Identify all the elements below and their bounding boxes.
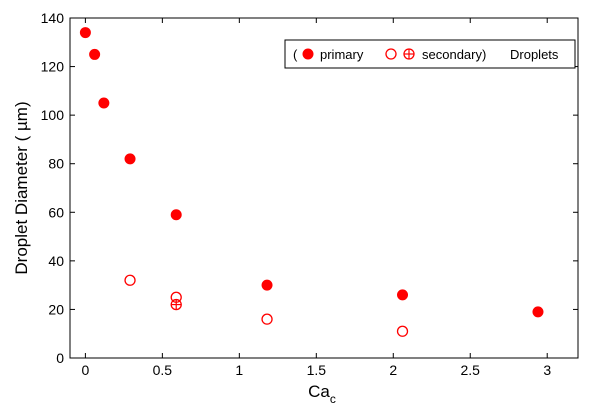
primary-droplet-point (79, 27, 91, 39)
y-tick-label: 20 (48, 301, 64, 317)
x-tick-label: 1 (235, 362, 243, 378)
secondary-droplet-point (261, 313, 273, 325)
y-axis-ticks: 0 20 40 60 80 100 120 140 (41, 10, 578, 366)
x-tick-label: 0 (81, 362, 89, 378)
x-axis-ticks: 0 0.5 1 1.5 2 2.5 3 (81, 18, 551, 378)
data-markers (79, 27, 544, 337)
y-tick-label: 0 (56, 350, 64, 366)
x-tick-label: 3 (543, 362, 551, 378)
y-tick-label: 40 (48, 253, 64, 269)
primary-droplet-point (532, 306, 544, 318)
primary-droplet-point (261, 279, 273, 291)
secondary-droplet-point (124, 274, 136, 286)
legend: ( primary secondary) Droplets (284, 39, 576, 69)
legend-secondary-label: secondary) (422, 47, 486, 62)
y-tick-label: 60 (48, 204, 64, 220)
plot-area (69, 17, 579, 359)
primary-droplet-point (397, 289, 409, 301)
legend-box (284, 39, 576, 69)
secondary-crossed-droplet-point (170, 298, 182, 311)
y-tick-label: 100 (41, 107, 65, 123)
x-tick-label: 1.5 (307, 362, 327, 378)
x-tick-label: 0.5 (153, 362, 173, 378)
x-axis-title: Cac (308, 382, 336, 405)
legend-secondary-open-marker (385, 48, 397, 60)
primary-droplet-point (89, 48, 101, 60)
primary-droplet-point (170, 209, 182, 221)
x-axis-title-subscript: c (330, 392, 336, 405)
y-axis-title: Droplet Diameter ( µm) (12, 101, 31, 274)
primary-droplet-point (124, 153, 136, 165)
y-tick-label: 120 (41, 59, 65, 75)
legend-suffix: Droplets (510, 47, 559, 62)
x-tick-label: 2 (389, 362, 397, 378)
y-tick-label: 80 (48, 156, 64, 172)
legend-primary-marker (302, 48, 314, 60)
secondary-droplet-point (396, 325, 409, 337)
legend-open-paren: ( (293, 47, 298, 62)
y-tick-label: 140 (41, 10, 65, 26)
x-tick-label: 2.5 (461, 362, 481, 378)
primary-droplet-point (98, 97, 110, 109)
legend-secondary-crossed-marker (403, 48, 415, 60)
legend-primary-label: primary (320, 47, 364, 62)
x-axis-title-main: Ca (308, 382, 330, 401)
